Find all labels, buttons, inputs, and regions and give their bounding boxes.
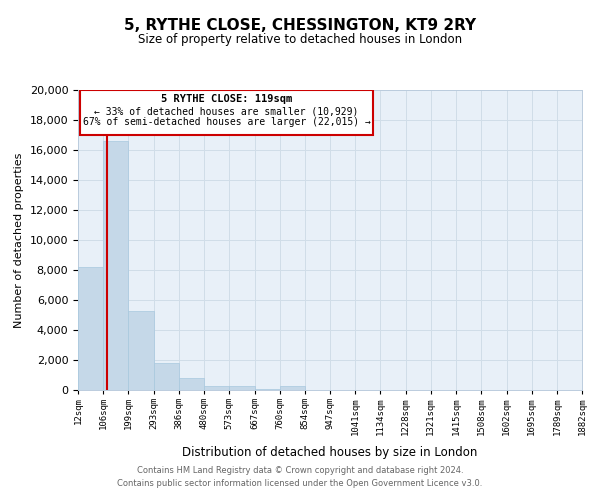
Bar <box>128 310 154 390</box>
Bar <box>78 267 103 390</box>
Text: ← 33% of detached houses are smaller (10,929): ← 33% of detached houses are smaller (10… <box>94 106 359 117</box>
Text: Size of property relative to detached houses in London: Size of property relative to detached ho… <box>138 32 462 46</box>
Bar <box>280 386 305 390</box>
Bar <box>229 386 254 390</box>
Y-axis label: Number of detached properties: Number of detached properties <box>14 152 24 328</box>
Text: 67% of semi-detached houses are larger (22,015) →: 67% of semi-detached houses are larger (… <box>83 117 370 127</box>
Bar <box>179 378 204 390</box>
Bar <box>154 363 179 390</box>
FancyBboxPatch shape <box>80 90 373 135</box>
Text: Contains HM Land Registry data © Crown copyright and database right 2024.
Contai: Contains HM Land Registry data © Crown c… <box>118 466 482 487</box>
Text: 5 RYTHE CLOSE: 119sqm: 5 RYTHE CLOSE: 119sqm <box>161 94 292 104</box>
Bar <box>103 141 128 390</box>
Text: 5, RYTHE CLOSE, CHESSINGTON, KT9 2RY: 5, RYTHE CLOSE, CHESSINGTON, KT9 2RY <box>124 18 476 32</box>
Bar <box>204 386 229 390</box>
X-axis label: Distribution of detached houses by size in London: Distribution of detached houses by size … <box>182 446 478 458</box>
Bar <box>254 389 280 390</box>
